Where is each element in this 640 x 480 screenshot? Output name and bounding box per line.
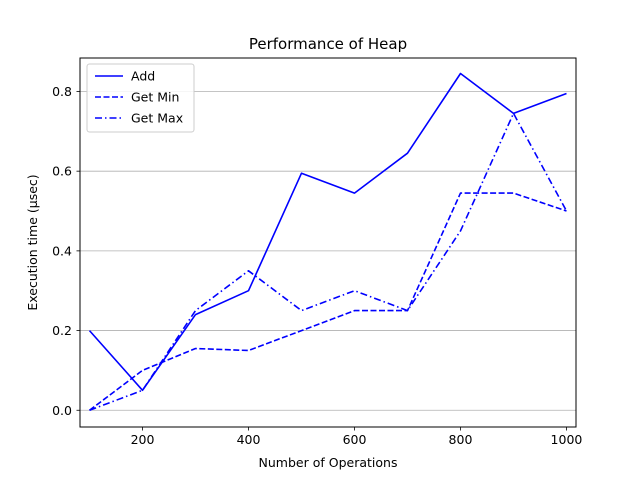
legend-label: Get Max (131, 111, 183, 126)
legend: Add Get Min Get Max (86, 63, 195, 133)
y-tick-label: 0.4 (52, 243, 72, 258)
x-axis-ticks: 200 400 600 800 1000 (131, 427, 583, 447)
series-lines (88, 72, 568, 412)
y-axis-label: Execution time (μsec) (25, 174, 40, 310)
x-tick-label: 800 (449, 432, 473, 447)
x-tick-label: 400 (237, 432, 261, 447)
chart-title: Performance of Heap (249, 35, 407, 53)
x-tick-label: 200 (131, 432, 155, 447)
y-tick-label: 0.6 (52, 164, 72, 179)
legend-box (86, 63, 195, 133)
legend-label: Get Min (131, 90, 179, 105)
x-tick-label: 1000 (551, 432, 583, 447)
y-tick-label: 0.2 (52, 323, 72, 338)
legend-label: Add (131, 69, 155, 84)
y-tick-label: 0.8 (52, 84, 72, 99)
plot-frame (79, 57, 577, 428)
series-line-get-min (89, 192, 567, 411)
x-tick-label: 600 (343, 432, 367, 447)
y-axis-ticks: 0.0 0.2 0.4 0.6 0.8 (52, 84, 80, 418)
series-line-add (88, 72, 567, 392)
y-tick-label: 0.0 (52, 403, 72, 418)
series-line-get-max (89, 112, 568, 412)
grid (80, 91, 576, 411)
x-axis-label: Number of Operations (259, 455, 398, 470)
